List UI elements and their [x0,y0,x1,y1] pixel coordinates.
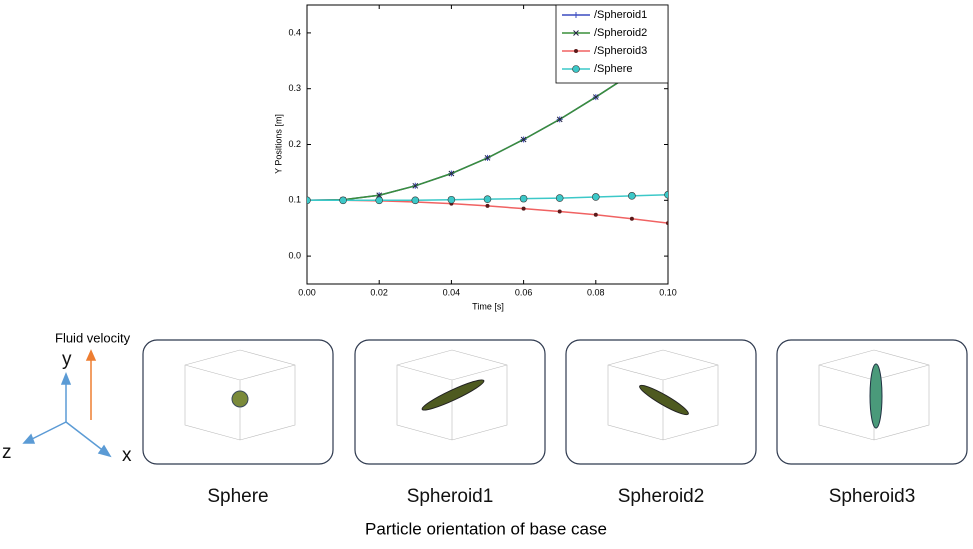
y-axis-label: Y Positions [m] [273,114,283,174]
marker [664,190,668,199]
fluid-label: Fluid velocity [55,330,131,345]
panel-label: Sphere [207,486,268,507]
marker [447,195,456,204]
y-tick-label: 0.3 [288,83,301,93]
axis-diagram [22,371,112,458]
velocity-arrow [85,349,97,420]
marker [519,194,528,203]
marker [411,196,420,205]
x-tick-label: 0.06 [515,287,533,297]
marker [520,136,527,143]
marker [412,182,419,189]
panels [142,339,968,465]
marker [557,209,562,214]
panel-boxes [184,349,930,441]
legend-label: /Sphere [594,63,633,75]
marker [521,206,526,211]
x-tick-label: 0.04 [443,287,461,297]
panel-label: Spheroid2 [618,486,705,507]
marker [448,170,455,177]
y-tick-label: 0.0 [288,250,301,260]
axis-label-y: y [62,349,72,370]
x-tick-label: 0.08 [587,287,605,297]
legend-marker [573,30,579,36]
marker [375,196,384,205]
legend-label: /Spheroid2 [594,27,647,39]
marker [484,155,491,161]
y-tick-label: 0.1 [288,195,301,205]
spheroid1-shape [421,379,485,411]
marker [555,194,564,202]
marker [629,216,634,221]
spheroid2-shape [639,384,689,416]
marker [666,221,668,226]
marker [483,195,492,203]
x-tick-label: 0.02 [370,287,388,297]
marker [593,212,598,217]
series-layer [307,45,668,226]
panel-label: Spheroid3 [829,486,916,507]
x-tick-label: 0.00 [298,287,316,297]
legend-label: /Spheroid1 [594,9,647,21]
marker [592,94,599,100]
spheroid3-shape [869,363,883,429]
x-tick-label: 0.10 [659,287,677,297]
marker [307,196,311,205]
marker [485,203,490,208]
y-tick-label: 0.4 [288,27,301,37]
marker [339,196,347,205]
legend-marker [572,65,580,73]
sphere-shape [231,390,249,408]
marker [591,193,600,201]
axis-label-x: x [122,445,132,466]
marker [556,116,563,123]
y-tick-label: 0.2 [288,139,301,149]
x-axis-label: Time [s] [472,301,504,311]
panel-label: Spheroid1 [407,486,494,507]
caption: Particle orientation of base case [365,519,607,538]
axis-label-z: z [2,442,12,463]
legend-marker [573,12,579,18]
legend-marker [574,49,578,53]
legend-label: /Spheroid3 [594,45,647,57]
marker [628,192,636,200]
